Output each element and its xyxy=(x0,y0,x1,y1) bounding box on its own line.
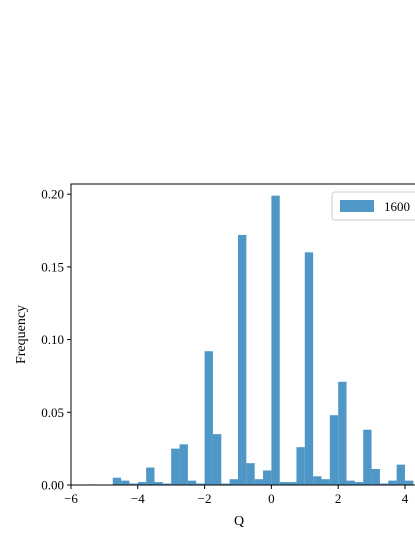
histogram-bar xyxy=(162,483,172,485)
x-tick-label: −4 xyxy=(131,491,145,506)
histogram-bar xyxy=(179,444,188,485)
histogram-bar xyxy=(221,483,230,485)
y-tick-label: 0.15 xyxy=(41,259,64,274)
histogram-bar xyxy=(338,381,347,485)
y-tick-label: 0.10 xyxy=(41,332,64,347)
histogram-bar xyxy=(304,252,314,485)
histogram-bar xyxy=(212,434,222,485)
histogram-bar xyxy=(288,482,297,485)
histogram-bar xyxy=(296,447,305,485)
histogram-bar xyxy=(121,480,130,485)
x-tick-label: −2 xyxy=(198,491,212,506)
x-axis-ticks: −6 −4 −2 0 2 4 xyxy=(64,485,409,506)
histogram-bar xyxy=(171,448,180,485)
plot-frame xyxy=(70,183,415,486)
x-tick-label: 0 xyxy=(268,491,275,506)
histogram-bar xyxy=(129,483,138,485)
histogram-bar xyxy=(313,476,322,485)
legend-swatch xyxy=(340,200,374,212)
histogram-bar xyxy=(321,479,330,485)
x-tick-label: −6 xyxy=(64,491,78,506)
histogram-bar xyxy=(354,482,364,485)
histogram-bar xyxy=(388,480,397,485)
legend: 1600 xyxy=(331,191,415,221)
y-tick-label: 0.00 xyxy=(41,478,64,493)
histogram-bar xyxy=(363,429,372,485)
histogram-bar xyxy=(196,483,205,485)
histogram-bar xyxy=(246,463,255,485)
histogram-bar xyxy=(371,469,380,485)
histogram-bar xyxy=(329,415,339,485)
histogram-bars xyxy=(87,195,414,485)
x-tick-label: 2 xyxy=(335,491,342,506)
histogram-bar xyxy=(204,351,213,485)
y-tick-label: 0.05 xyxy=(41,405,64,420)
x-axis-label: Q xyxy=(234,514,244,529)
histogram-bar xyxy=(254,479,264,485)
histogram-bar xyxy=(112,477,122,485)
y-axis-label: Frequency xyxy=(14,305,29,364)
histogram-bar xyxy=(404,480,414,485)
histogram-bar xyxy=(263,470,272,485)
histogram-bar xyxy=(154,482,163,485)
y-axis-ticks: 0.00 0.05 0.10 0.15 0.20 xyxy=(41,187,71,493)
histogram-bar xyxy=(146,467,155,485)
histogram-bar xyxy=(237,234,247,485)
y-tick-label: 0.20 xyxy=(41,187,64,202)
histogram-bar xyxy=(379,483,389,485)
histogram-bar xyxy=(187,480,197,485)
x-tick-label: 4 xyxy=(402,491,409,506)
histogram-bar xyxy=(279,482,289,485)
histogram-bar xyxy=(271,195,280,485)
legend-label: 1600 xyxy=(384,199,410,214)
histogram-bar xyxy=(346,480,355,485)
histogram-bar xyxy=(229,479,238,485)
histogram-bar xyxy=(396,464,405,485)
histogram-bar xyxy=(137,482,147,485)
